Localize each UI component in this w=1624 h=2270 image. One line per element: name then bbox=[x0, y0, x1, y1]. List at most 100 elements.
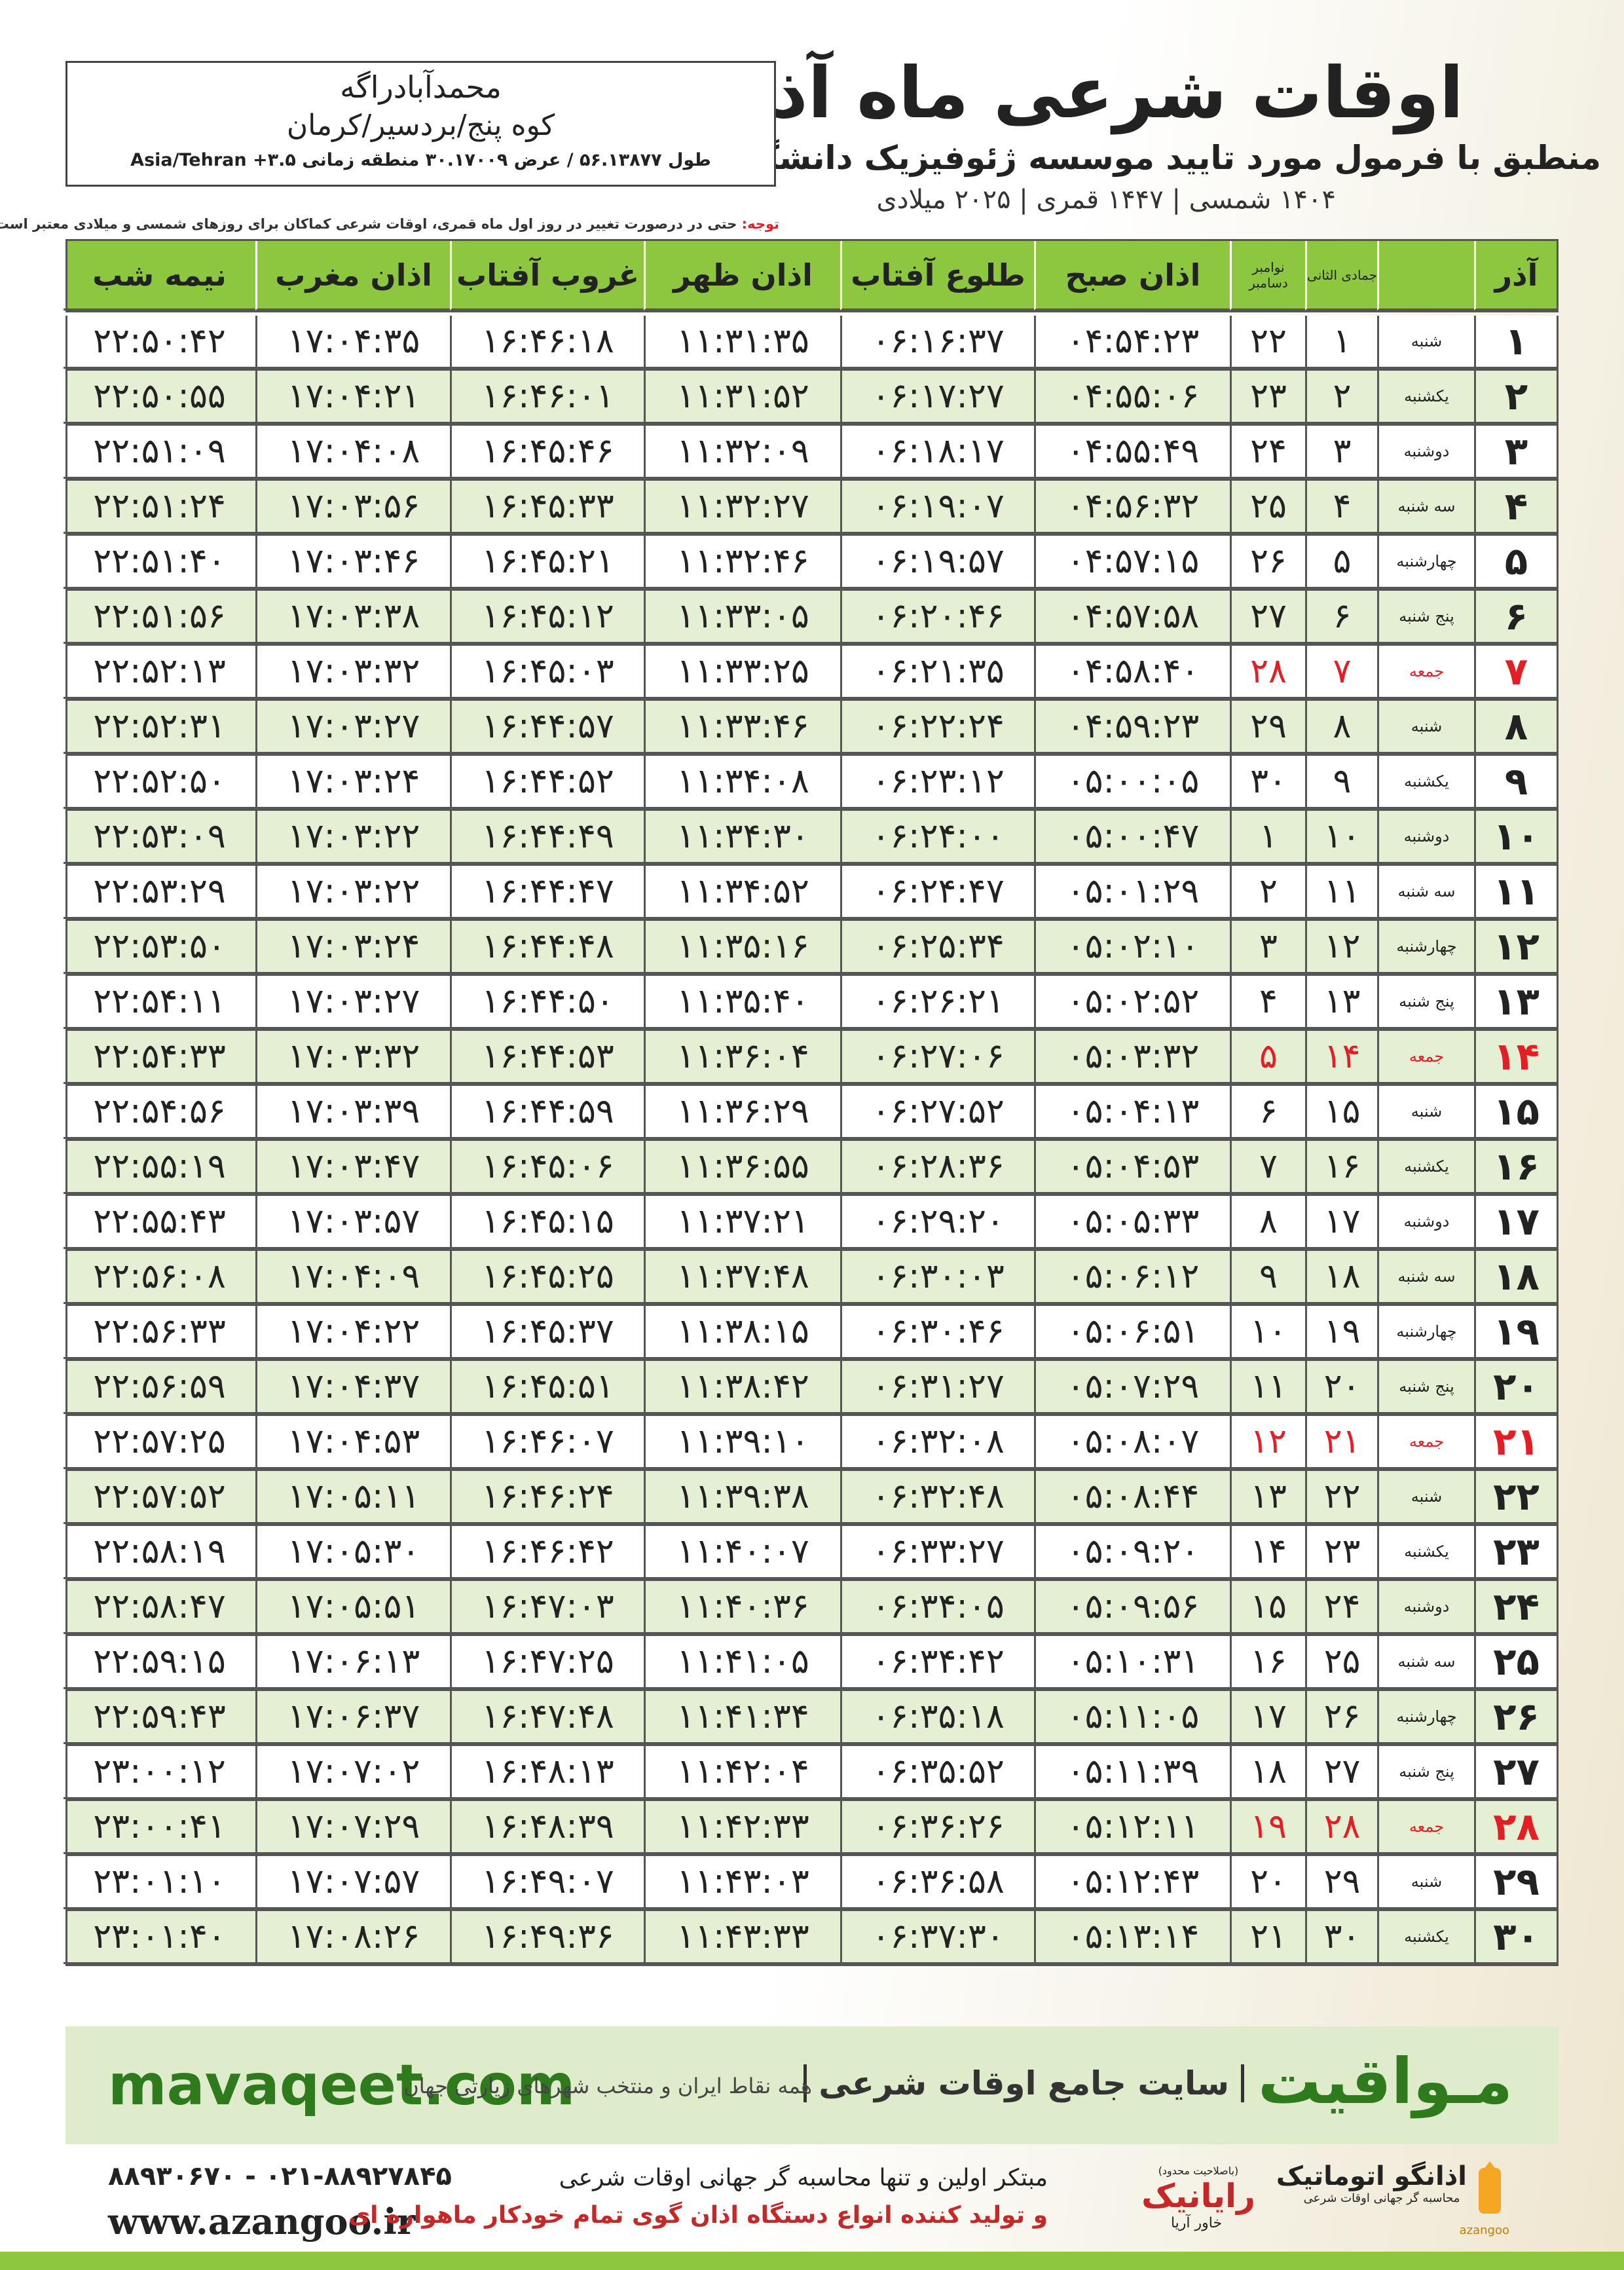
time: ۱۱:۳۳:۴۶ bbox=[644, 701, 840, 754]
time: ۱۶:۴۵:۱۲ bbox=[450, 591, 644, 644]
location-box: محمدآبادراگه کوه پنج/بردسیر/کرمان طول ۵۶… bbox=[65, 61, 776, 187]
weekday: سه شنبه bbox=[1377, 1251, 1474, 1304]
time: ۱۷:۰۶:۱۳ bbox=[255, 1636, 450, 1689]
time: ۱۱:۴۰:۰۷ bbox=[644, 1526, 840, 1579]
time: ۱۶:۴۶:۰۷ bbox=[450, 1416, 644, 1469]
time: ۰۶:۳۱:۲۷ bbox=[840, 1361, 1034, 1414]
gregorian-day: ۶ bbox=[1230, 1086, 1305, 1139]
time: ۰۵:۱۰:۳۱ bbox=[1034, 1636, 1230, 1689]
time: ۱۶:۴۴:۴۸ bbox=[450, 921, 644, 974]
time: ۲۲:۵۵:۱۹ bbox=[64, 1141, 255, 1194]
time: ۲۲:۵۱:۰۹ bbox=[64, 426, 255, 479]
time: ۲۲:۵۴:۵۶ bbox=[64, 1086, 255, 1139]
time: ۱۶:۴۶:۴۲ bbox=[450, 1526, 644, 1579]
gregorian-day: ۲۲ bbox=[1230, 316, 1305, 369]
time: ۱۶:۴۶:۱۸ bbox=[450, 316, 644, 369]
time: ۱۷:۰۳:۵۶ bbox=[255, 481, 450, 534]
weekday: چهارشنبه bbox=[1377, 1306, 1474, 1359]
time: ۱۱:۳۶:۵۵ bbox=[644, 1141, 840, 1194]
hijri-day: ۲۶ bbox=[1305, 1691, 1377, 1744]
day: ۲۵ bbox=[1474, 1636, 1557, 1689]
hijri-day: ۲۲ bbox=[1305, 1471, 1377, 1524]
weekday: چهارشنبه bbox=[1377, 1691, 1474, 1744]
time: ۱۶:۴۵:۵۱ bbox=[450, 1361, 644, 1414]
banner-url[interactable]: mavaqeet.com bbox=[108, 2053, 576, 2118]
day: ۱ bbox=[1474, 316, 1557, 369]
time: ۱۷:۰۷:۰۲ bbox=[255, 1746, 450, 1799]
hijri-day: ۲۵ bbox=[1305, 1636, 1377, 1689]
time: ۱۶:۴۵:۰۳ bbox=[450, 646, 644, 699]
header-gregorian-month: نوامبر bbox=[1252, 259, 1285, 275]
time: ۰۵:۰۹:۵۶ bbox=[1034, 1581, 1230, 1634]
time: ۲۲:۵۲:۳۱ bbox=[64, 701, 255, 754]
time: ۰۶:۳۶:۲۶ bbox=[840, 1801, 1034, 1854]
time: ۱۱:۳۶:۲۹ bbox=[644, 1086, 840, 1139]
time: ۲۳:۰۱:۱۰ bbox=[64, 1856, 255, 1909]
header-day: آذر bbox=[1474, 241, 1557, 310]
day: ۱۵ bbox=[1474, 1086, 1557, 1139]
time: ۰۵:۰۸:۴۴ bbox=[1034, 1471, 1230, 1524]
time: ۱۶:۴۸:۱۳ bbox=[450, 1746, 644, 1799]
time: ۱۶:۴۴:۵۷ bbox=[450, 701, 644, 754]
weekday: شنبه bbox=[1377, 1471, 1474, 1524]
time: ۱۶:۴۹:۳۶ bbox=[450, 1911, 644, 1964]
time: ۰۵:۰۲:۱۰ bbox=[1034, 921, 1230, 974]
time: ۱۶:۴۴:۴۹ bbox=[450, 811, 644, 864]
day: ۲۴ bbox=[1474, 1581, 1557, 1634]
day: ۸ bbox=[1474, 701, 1557, 754]
time: ۱۱:۳۸:۴۲ bbox=[644, 1361, 840, 1414]
time: ۰۶:۲۷:۵۲ bbox=[840, 1086, 1034, 1139]
time: ۱۱:۳۷:۴۸ bbox=[644, 1251, 840, 1304]
day: ۲۷ bbox=[1474, 1746, 1557, 1799]
time: ۰۶:۲۶:۲۱ bbox=[840, 976, 1034, 1029]
website[interactable]: www.azangoo.ir bbox=[108, 2201, 416, 2242]
time: ۱۶:۴۴:۵۲ bbox=[450, 756, 644, 809]
logo-note: (باصلاحیت محدود) bbox=[1158, 2165, 1239, 2177]
time: ۲۲:۵۳:۰۹ bbox=[64, 811, 255, 864]
day: ۱۶ bbox=[1474, 1141, 1557, 1194]
time: ۱۷:۰۴:۳۷ bbox=[255, 1361, 450, 1414]
time: ۱۶:۴۴:۵۳ bbox=[450, 1031, 644, 1084]
time: ۰۶:۲۷:۰۶ bbox=[840, 1031, 1034, 1084]
weekday: پنج شنبه bbox=[1377, 1361, 1474, 1414]
time: ۰۵:۰۴:۵۳ bbox=[1034, 1141, 1230, 1194]
time: ۰۵:۰۳:۳۲ bbox=[1034, 1031, 1230, 1084]
day: ۱۱ bbox=[1474, 866, 1557, 919]
time: ۱۷:۰۳:۴۷ bbox=[255, 1141, 450, 1194]
day: ۲۹ bbox=[1474, 1856, 1557, 1909]
time: ۲۲:۵۲:۵۰ bbox=[64, 756, 255, 809]
time: ۱۶:۴۷:۲۵ bbox=[450, 1636, 644, 1689]
time: ۱۷:۰۶:۳۷ bbox=[255, 1691, 450, 1744]
location-name: محمدآبادراگه bbox=[340, 69, 502, 105]
table-row: ۱۳ پنج شنبه ۱۳ ۴ ۰۵:۰۲:۵۲ ۰۶:۲۶:۲۱ ۱۱:۳۵:۴۰ ۱۶:… bbox=[64, 976, 1559, 1031]
time: ۱۷:۰۳:۳۸ bbox=[255, 591, 450, 644]
weekday: دوشنبه bbox=[1377, 1581, 1474, 1634]
time: ۰۵:۰۶:۱۲ bbox=[1034, 1251, 1230, 1304]
title: اوقات شرعی ماه آذر bbox=[731, 52, 1464, 134]
weekday: دوشنبه bbox=[1377, 811, 1474, 864]
gregorian-day: ۱۱ bbox=[1230, 1361, 1305, 1414]
weekday: پنج شنبه bbox=[1377, 976, 1474, 1029]
logo2-name: اذانگو اتوماتیک bbox=[1276, 2161, 1467, 2191]
header-time: غروب آفتاب bbox=[450, 241, 644, 310]
time: ۲۲:۵۶:۵۹ bbox=[64, 1361, 255, 1414]
time: ۲۲:۵۱:۵۶ bbox=[64, 591, 255, 644]
time: ۲۲:۵۷:۲۵ bbox=[64, 1416, 255, 1469]
table-row: ۲۰ پنج شنبه ۲۰ ۱۱ ۰۵:۰۷:۲۹ ۰۶:۳۱:۲۷ ۱۱:۳۸:۴۲ ۱۶… bbox=[64, 1361, 1559, 1416]
time: ۱۶:۴۶:۲۴ bbox=[450, 1471, 644, 1524]
table-row: ۲۵ سه شنبه ۲۵ ۱۶ ۰۵:۱۰:۳۱ ۰۶:۳۴:۴۲ ۱۱:۴۱:۰۵ ۱۶:… bbox=[64, 1636, 1559, 1691]
table-row: ۲۱ جمعه ۲۱ ۱۲ ۰۵:۰۸:۰۷ ۰۶:۳۲:۰۸ ۱۱:۳۹:۱۰ ۱۶:۴۶:… bbox=[64, 1416, 1559, 1471]
table-row: ۲۴ دوشنبه ۲۴ ۱۵ ۰۵:۰۹:۵۶ ۰۶:۳۴:۰۵ ۱۱:۴۰:۳۶ ۱۶:۴… bbox=[64, 1581, 1559, 1636]
time: ۰۶:۱۸:۱۷ bbox=[840, 426, 1034, 479]
time: ۱۱:۴۱:۳۴ bbox=[644, 1691, 840, 1744]
time: ۰۶:۳۲:۰۸ bbox=[840, 1416, 1034, 1469]
time: ۰۵:۱۲:۱۱ bbox=[1034, 1801, 1230, 1854]
time: ۰۶:۱۹:۵۷ bbox=[840, 536, 1034, 589]
header-gregorian: نوامبر دسامبر bbox=[1230, 241, 1305, 310]
footer-line1: مبتکر اولین و تنها محاسبه گر جهانی اوقات… bbox=[559, 2165, 1048, 2191]
weekday: دوشنبه bbox=[1377, 1196, 1474, 1249]
hijri-day: ۲۷ bbox=[1305, 1746, 1377, 1799]
hijri-day: ۱۵ bbox=[1305, 1086, 1377, 1139]
weekday: چهارشنبه bbox=[1377, 536, 1474, 589]
table-row: ۶ پنج شنبه ۶ ۲۷ ۰۴:۵۷:۵۸ ۰۶:۲۰:۴۶ ۱۱:۳۳:۰۵ ۱۶:۴… bbox=[64, 591, 1559, 646]
